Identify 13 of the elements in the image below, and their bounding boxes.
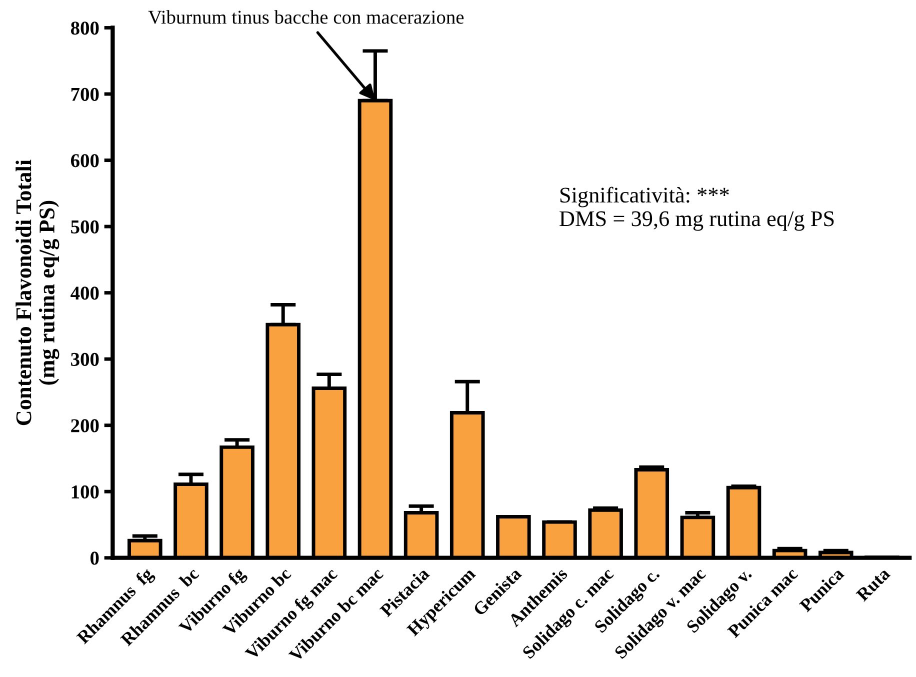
- y-tick-label: 0: [90, 552, 99, 565]
- annotation: Viburnum tinus bacche con macerazione: [148, 10, 464, 24]
- y-tick-label: 500: [71, 220, 99, 234]
- annotation: DMS = 39,6 mg rutina eq/g PS: [560, 211, 834, 231]
- annotation: Significatività: ***: [560, 186, 729, 208]
- y-tick-label: 600: [70, 154, 99, 168]
- y-tick-label: 200: [71, 419, 99, 432]
- y-tick-label: 700: [71, 88, 99, 101]
- y-tick-label: 800: [70, 22, 99, 35]
- y-tick-label: 100: [72, 485, 99, 499]
- y-axis-title: Contenuto Flavonoidi Totali (mg rutina eq/g PS): [16, 160, 60, 426]
- y-tick-label: 300: [71, 352, 99, 366]
- y-tick-label: 400: [70, 286, 99, 300]
